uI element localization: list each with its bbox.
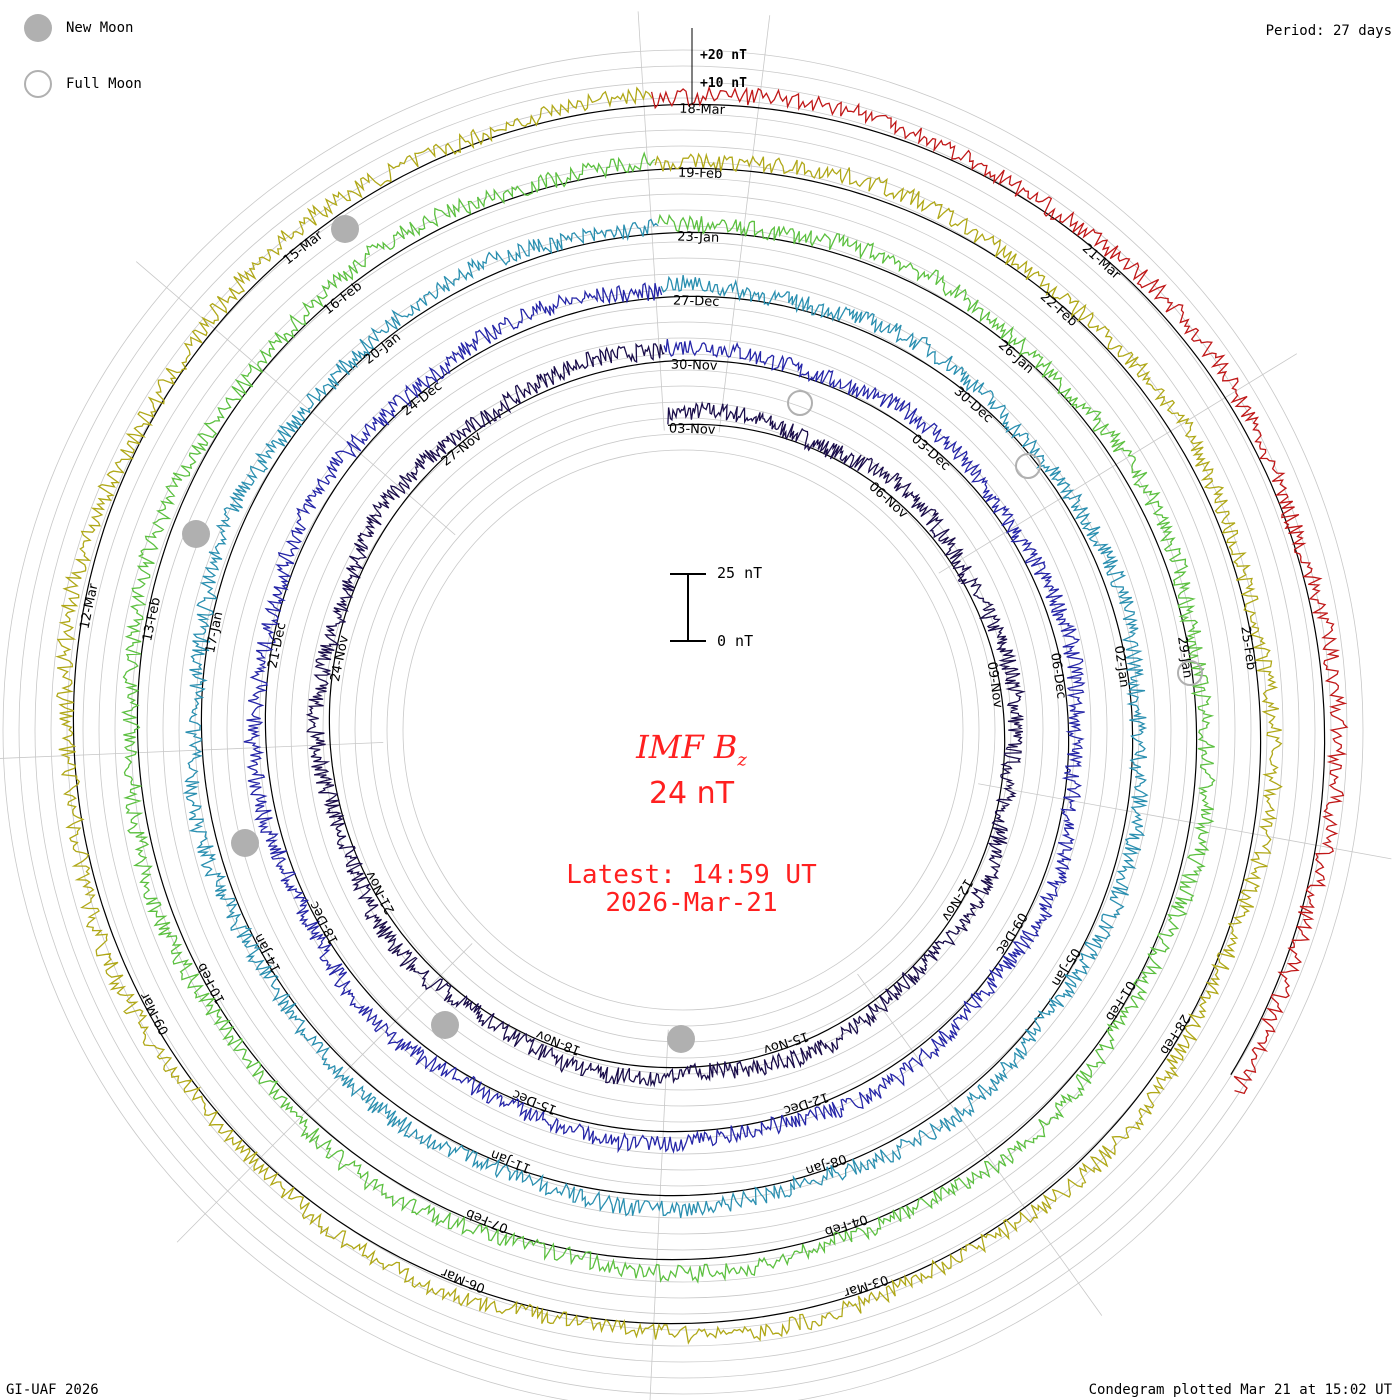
new-moon-label: New Moon	[66, 20, 134, 36]
date-tick-label: 30-Nov	[671, 357, 718, 373]
date-tick-label: 27-Nov	[439, 429, 485, 470]
date-tick-label: 12-Mar	[77, 582, 101, 631]
grid-spoke	[0, 742, 384, 759]
grid-spoke	[857, 973, 1103, 1316]
date-tick-label: 27-Dec	[673, 293, 720, 309]
series-line	[243, 282, 1086, 1154]
series-line	[120, 151, 1216, 1284]
footer-plot-time: Condegram plotted Mar 21 at 15:02 UT	[1088, 1382, 1392, 1398]
date-tick-label: 05-Jan	[1048, 945, 1083, 989]
date-tick-label: 15-Mar	[281, 228, 327, 268]
scale-bar-bottom-label: 0 nT	[717, 632, 754, 650]
date-tick-label: 17-Jan	[203, 610, 226, 654]
grid-ring	[242, 289, 1124, 1171]
grid-ring	[146, 193, 1220, 1267]
grid-ring	[274, 321, 1092, 1139]
tail-scale-lower: +10 nT	[700, 76, 747, 91]
grid-spoke	[649, 1029, 669, 1400]
date-tick-label: 03-Nov	[669, 421, 716, 437]
series-line	[650, 85, 1349, 1095]
date-tick-label: 02-Jan	[1111, 645, 1132, 689]
date-tick-label: 06-Mar	[439, 1264, 488, 1295]
date-tick-label: 23-Jan	[677, 230, 719, 246]
date-tick-label: 08-Jan	[804, 1150, 849, 1177]
grid-ring	[18, 65, 1348, 1395]
grid-ring	[338, 385, 1028, 1075]
full-moon-marker	[1177, 660, 1203, 686]
grid-spoke	[718, 15, 771, 433]
grid-ring	[2, 49, 1364, 1400]
footer-credit: GI-UAF 2026	[6, 1382, 99, 1398]
chart-title-subscript: z	[737, 749, 747, 771]
tail-scale-upper: +20 nT	[700, 48, 747, 63]
date-tick-label: 10-Feb	[194, 960, 228, 1006]
new-moon-marker	[431, 1011, 459, 1039]
grid-ring	[178, 225, 1188, 1235]
grid-ring	[98, 145, 1268, 1315]
grid-ring	[130, 177, 1236, 1283]
latest-value: 24 nT	[648, 776, 735, 811]
date-tick-label: 19-Feb	[678, 166, 723, 182]
date-tick-label: 09-Nov	[984, 661, 1006, 710]
grid-spoke	[938, 353, 1298, 574]
grid-ring	[402, 449, 964, 1011]
full-moon-marker	[787, 390, 813, 416]
new-moon-marker	[331, 215, 359, 243]
grid-spoke	[978, 783, 1392, 860]
full-moon-marker	[1015, 453, 1041, 479]
date-tick-label: 09-Mar	[137, 989, 172, 1037]
date-tick-label: 24-Dec	[399, 379, 445, 419]
full-moon-label: Full Moon	[66, 76, 142, 92]
date-tick-label: 24-Nov	[328, 634, 352, 683]
legend-full-moon: Full Moon	[24, 70, 142, 98]
scale-bar-top-label: 25 nT	[717, 564, 763, 582]
latest-date: 2026-Mar-21	[605, 888, 778, 918]
date-tick-label: 28-Feb	[1156, 1011, 1192, 1057]
date-tick-label: 20-Jan	[361, 330, 403, 368]
series-line	[305, 342, 1026, 1088]
grid-ring	[66, 113, 1300, 1347]
grid-ring	[210, 257, 1156, 1203]
period-label: Period: 27 days	[1265, 23, 1392, 39]
date-tick-label: 16-Feb	[321, 279, 365, 318]
new-moon-marker	[231, 829, 259, 857]
date-tick-label: 06-Dec	[1047, 652, 1068, 700]
date-tick-label: 11-Jan	[489, 1146, 534, 1176]
grid-ring	[50, 97, 1316, 1363]
grid-ring	[322, 369, 1044, 1091]
new-moon-marker	[667, 1025, 695, 1053]
full-moon-icon	[24, 70, 52, 98]
date-tick-label: 06-Nov	[866, 479, 911, 521]
grid-ring	[82, 129, 1284, 1331]
grid-spoke	[135, 261, 456, 536]
grid-ring	[258, 305, 1108, 1155]
grid-ring	[162, 209, 1204, 1251]
series-line	[182, 218, 1149, 1219]
new-moon-marker	[182, 520, 210, 548]
date-tick-label: 18-Mar	[679, 102, 726, 118]
grid-ring	[194, 241, 1172, 1219]
grid-ring	[290, 337, 1076, 1123]
grid-ring	[114, 161, 1252, 1299]
latest-time: Latest: 14:59 UT	[566, 860, 817, 890]
new-moon-icon	[24, 14, 52, 42]
grid-spoke	[176, 943, 473, 1243]
chart-title: IMF Bz	[0, 728, 1383, 770]
legend-new-moon: New Moon	[24, 14, 133, 42]
series-line	[55, 86, 1283, 1345]
chart-title-main: IMF B	[636, 728, 738, 766]
date-tick-label: 25-Feb	[1237, 625, 1258, 671]
